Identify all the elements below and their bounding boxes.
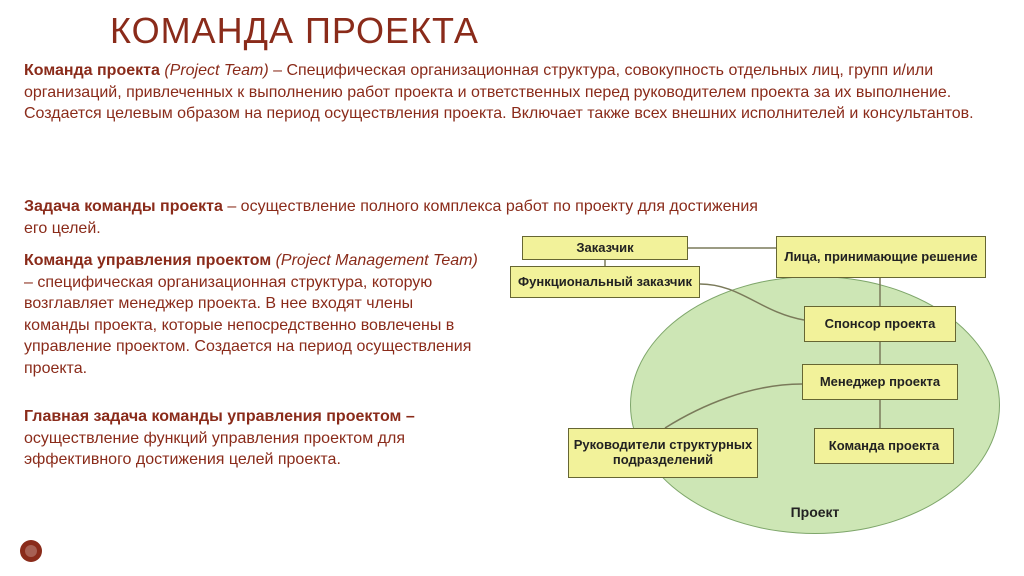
slide-bullet-icon bbox=[20, 540, 42, 562]
p4-body: осуществление функций управления проекто… bbox=[24, 430, 405, 469]
p4-lead-bold: Главная задача команды управления проект… bbox=[24, 408, 415, 425]
page-title: КОМАНДА ПРОЕКТА bbox=[110, 10, 479, 52]
node-func_customer: Функциональный заказчик bbox=[510, 266, 700, 298]
node-manager: Менеджер проекта bbox=[802, 364, 958, 400]
p1-lead-italic: (Project Team) bbox=[160, 62, 273, 79]
p3-lead-italic: (Project Management Team) bbox=[271, 252, 478, 269]
paragraph-team-task: Задача команды проекта – осуществление п… bbox=[24, 196, 784, 239]
node-customer: Заказчик bbox=[522, 236, 688, 260]
paragraph-project-team: Команда проекта (Project Team) – Специфи… bbox=[24, 60, 1002, 125]
org-diagram: Заказчик Функциональный заказчик Лица, при… bbox=[500, 236, 1010, 556]
paragraph-pm-team-task: Главная задача команды управления проект… bbox=[24, 406, 480, 471]
p3-lead-bold: Команда управления проектом bbox=[24, 252, 271, 269]
p3-body: – специфическая организационная структур… bbox=[24, 274, 471, 377]
node-decision: Лица, принимающие решение bbox=[776, 236, 986, 278]
project-label: Проект bbox=[775, 504, 855, 520]
p1-lead-bold: Команда проекта bbox=[24, 62, 160, 79]
paragraph-pm-team: Команда управления проектом (Project Man… bbox=[24, 250, 480, 380]
p2-lead-bold: Задача команды проекта bbox=[24, 198, 223, 215]
node-team: Команда проекта bbox=[814, 428, 954, 464]
node-struct_heads: Руководители структурных подразделений bbox=[568, 428, 758, 478]
node-sponsor: Спонсор проекта bbox=[804, 306, 956, 342]
